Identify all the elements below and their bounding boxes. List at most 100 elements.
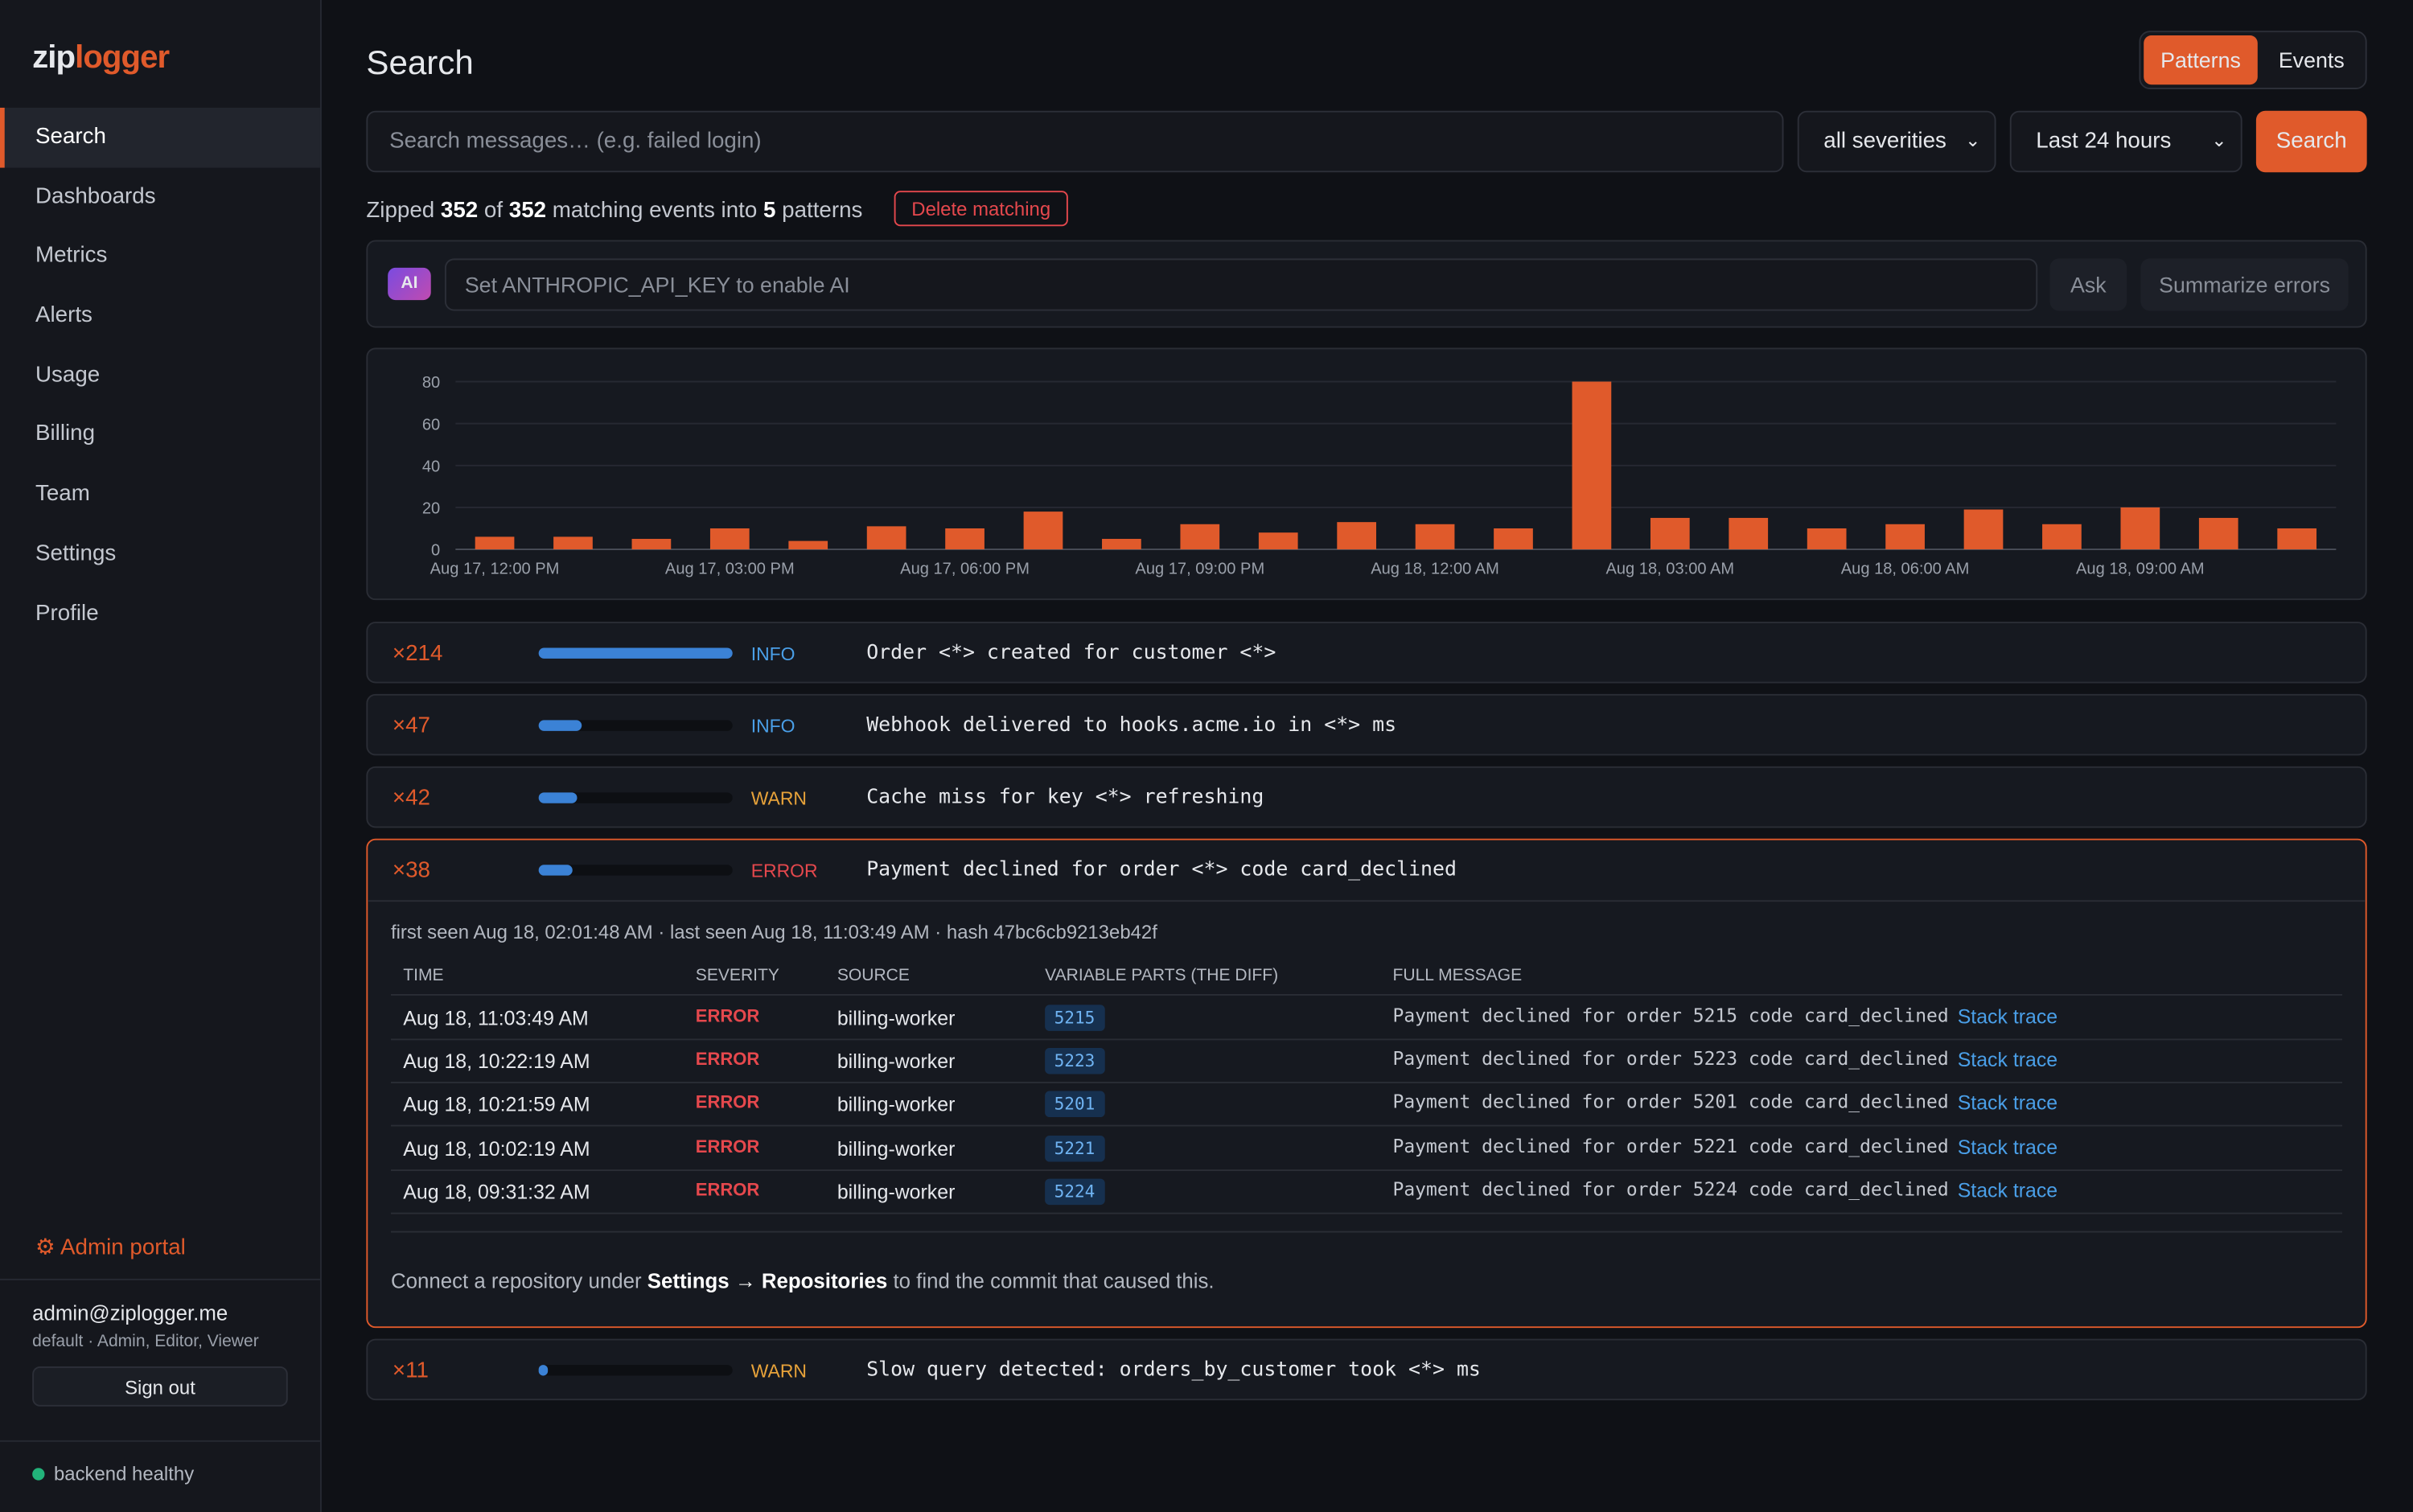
summary-part: matching events into [546, 198, 763, 224]
pattern-card[interactable]: ×42 WARN Cache miss for key <*> refreshing [366, 766, 2367, 828]
summary-part: patterns [775, 198, 863, 224]
footer-part: Settings → Repositories [647, 1269, 888, 1293]
stack-trace-link[interactable]: Stack trace [1957, 1135, 2058, 1158]
x-tick-label: Aug 18, 09:00 AM [2076, 561, 2205, 578]
nav: Search Dashboards Metrics Alerts Usage Billin… [0, 107, 320, 643]
bar [2277, 528, 2317, 550]
column-header: TIME [403, 966, 444, 985]
x-tick-label: Aug 17, 03:00 PM [665, 561, 795, 578]
column-header: SOURCE [837, 966, 910, 985]
summary-part: 352 [440, 198, 479, 224]
table-header: TIME SEVERITY SOURCE VARIABLE PARTS (THE DI… [390, 955, 2343, 996]
pattern-severity: WARN [750, 787, 807, 810]
column-header: SEVERITY [695, 966, 779, 985]
nav-item[interactable]: Usage [35, 363, 101, 388]
cell-message: Payment declined for order 5221 code car… [1392, 1135, 1949, 1157]
logo[interactable]: ziplogger [32, 39, 170, 77]
bar [1337, 522, 1377, 550]
cell-time: Aug 18, 10:02:19 AM [403, 1136, 590, 1160]
cell-variable: 5221 [1045, 1135, 1104, 1161]
nav-item[interactable]: Settings [35, 541, 117, 566]
select-value: Last 24 hours [2036, 129, 2172, 154]
user-email: admin@ziplogger.me [32, 1301, 228, 1325]
summarize-button[interactable]: Summarize errors [2140, 258, 2349, 311]
bar [1885, 524, 1925, 550]
delete-matching[interactable]: Delete matching [894, 191, 1068, 227]
cell-severity: ERROR [695, 1138, 760, 1157]
pattern-card[interactable]: ×47 INFO Webhook delivered to hooks.acme.i… [366, 693, 2367, 756]
pattern-template: Cache miss for key <*> refreshing [866, 786, 1264, 810]
bar [945, 528, 985, 550]
cell-time: Aug 18, 11:03:49 AM [403, 1006, 589, 1029]
stack-trace-link[interactable]: Stack trace [1957, 1178, 2058, 1202]
bar [2198, 517, 2238, 550]
nav-item[interactable]: Alerts [35, 303, 92, 328]
table-row: Aug 18, 10:21:59 AM ERROR billing-worker 52… [390, 1083, 2343, 1128]
cell-severity: ERROR [695, 1095, 760, 1114]
bar [1180, 524, 1220, 550]
stack-trace-link[interactable]: Stack trace [1957, 1048, 2058, 1072]
logo-logger: logger [75, 39, 170, 76]
pattern-bar [538, 720, 582, 731]
table-row: Aug 18, 09:31:32 AM ERROR billing-worker 52… [390, 1169, 2343, 1214]
pattern-template: Slow query detected: orders_by_customer … [866, 1358, 1481, 1383]
cell-source: billing-worker [837, 1093, 956, 1116]
cell-time: Aug 18, 10:21:59 AM [403, 1093, 590, 1116]
cell-variable: 5201 [1045, 1091, 1104, 1118]
ai-panel: AI Set ANTHROPIC_API_KEY to enable AI As… [366, 240, 2367, 328]
sign-out[interactable]: Sign out [32, 1366, 288, 1407]
detail-meta: first seen Aug 18, 02:01:48 AM · last se… [390, 922, 1157, 943]
ai-input[interactable]: Set ANTHROPIC_API_KEY to enable AI [444, 258, 2038, 311]
tab-patterns[interactable]: Patterns [2144, 35, 2258, 85]
nav-item[interactable]: Profile [35, 601, 99, 626]
cell-variable: 5224 [1045, 1178, 1104, 1205]
nav-item[interactable]: Dashboards [35, 183, 156, 209]
y-tick-label: 0 [431, 542, 440, 560]
user-roles: default · Admin, Editor, Viewer [32, 1332, 259, 1351]
nav-item[interactable]: Metrics [35, 244, 108, 269]
bar [1729, 517, 1769, 550]
cell-severity: ERROR [695, 1051, 760, 1070]
cell-variable: 5215 [1045, 1005, 1104, 1031]
pattern-card[interactable]: ×214 INFO Order <*> created for customer <… [366, 621, 2367, 684]
pattern-track [538, 1365, 733, 1376]
search-button[interactable]: Search [2255, 110, 2367, 173]
severity-select[interactable]: all severities ⌄ [1797, 110, 1996, 173]
nav-item[interactable]: Team [35, 482, 90, 507]
pattern-severity: INFO [750, 715, 795, 738]
search-input[interactable]: Search messages… (e.g. failed login) [366, 110, 1784, 173]
bar [475, 536, 515, 550]
tab-events[interactable]: Events [2278, 47, 2345, 72]
nav-item[interactable]: Billing [35, 422, 96, 447]
ask-button[interactable]: Ask [2049, 258, 2127, 311]
table-row: Aug 18, 10:22:19 AM ERROR billing-worker 52… [390, 1039, 2343, 1084]
pattern-count: ×42 [392, 786, 430, 811]
pattern-card[interactable]: ×11 WARN Slow query detected: orders_by_cu… [366, 1338, 2367, 1401]
footer-part: to find the commit that caused this. [887, 1269, 1215, 1293]
y-tick-label: 80 [422, 374, 440, 392]
stack-trace-link[interactable]: Stack trace [1957, 1005, 2058, 1029]
bar [1807, 528, 1847, 550]
bar [631, 539, 672, 550]
cell-source: billing-worker [837, 1136, 956, 1160]
stack-trace-link[interactable]: Stack trace [1957, 1091, 2058, 1115]
select-value: all severities [1823, 129, 1946, 154]
cell-source: billing-worker [837, 1006, 956, 1029]
status: backend healthy [53, 1463, 195, 1485]
bar [2120, 507, 2160, 550]
bar [1102, 539, 1141, 550]
placeholder: Search messages… (e.g. failed login) [389, 129, 762, 154]
chart-panel: 0 20 40 60 80 Aug 17, 12:00 PM Aug 17, 03:00 P… [366, 347, 2367, 601]
table-row: Aug 18, 11:03:49 AM ERROR billing-worker 52… [390, 996, 2343, 1041]
bar [788, 540, 828, 550]
page-title: Search [366, 43, 474, 82]
cell-variable: 5223 [1045, 1048, 1104, 1074]
pattern-bar [538, 792, 577, 803]
range-select[interactable]: Last 24 hours ⌄ [2009, 110, 2242, 173]
pattern-card[interactable]: ×38 ERROR Payment declined for order <*> c… [366, 838, 2367, 1329]
admin-portal[interactable]: ⚙ Admin portal [35, 1235, 186, 1260]
divider [0, 1278, 320, 1280]
nav-item[interactable]: Search [0, 107, 320, 167]
cell-message: Payment declined for order 5201 code car… [1392, 1091, 1949, 1114]
